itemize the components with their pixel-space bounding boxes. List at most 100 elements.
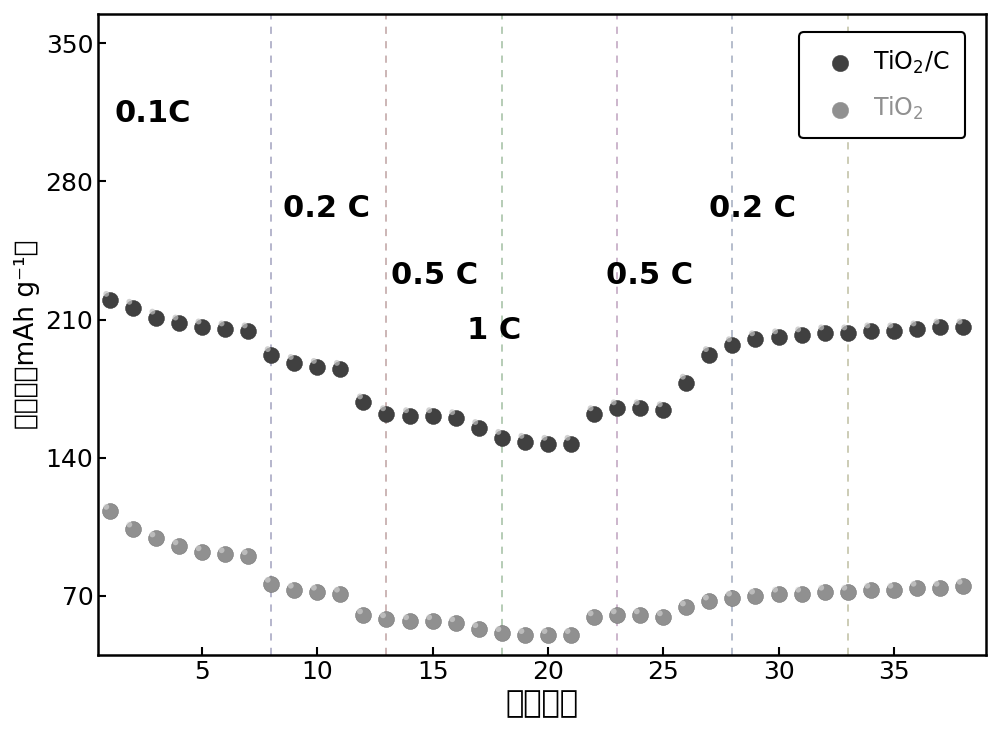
TiO$_2$/C — [125, 302, 141, 313]
Point — [98, 288, 114, 299]
TiO$_2$/C — [655, 404, 671, 416]
TiO$_2$/C — [840, 327, 856, 339]
TiO$_2$/C — [932, 321, 948, 333]
TiO$_2$/C — [771, 332, 787, 343]
Point — [467, 417, 483, 428]
TiO$_2$ — [586, 611, 602, 623]
Point — [859, 580, 875, 591]
Point — [329, 584, 345, 596]
Point — [121, 519, 137, 531]
TiO$_2$ — [817, 586, 833, 597]
Point — [421, 611, 437, 623]
TiO$_2$ — [425, 616, 441, 627]
TiO$_2$ — [701, 596, 717, 608]
TiO$_2$ — [309, 586, 325, 597]
Point — [214, 318, 230, 329]
Point — [237, 546, 253, 558]
TiO$_2$ — [125, 523, 141, 534]
TiO$_2$ — [332, 588, 348, 600]
Point — [652, 398, 668, 410]
Point — [421, 404, 437, 416]
TiO$_2$ — [747, 590, 763, 602]
Point — [882, 580, 898, 591]
Point — [836, 321, 852, 333]
Point — [167, 312, 183, 324]
Point — [929, 315, 945, 327]
TiO$_2$ — [955, 580, 971, 591]
Point — [306, 355, 322, 367]
TiO$_2$ — [771, 588, 787, 600]
TiO$_2$ — [263, 578, 279, 589]
TiO$_2$ — [286, 584, 302, 596]
TiO$_2$/C — [355, 397, 371, 408]
TiO$_2$ — [886, 584, 902, 596]
TiO$_2$/C — [563, 438, 579, 449]
Point — [490, 426, 506, 438]
TiO$_2$ — [355, 610, 371, 621]
Point — [306, 582, 322, 594]
Point — [952, 576, 968, 588]
Point — [929, 578, 945, 589]
TiO$_2$/C — [678, 377, 694, 389]
Point — [629, 605, 645, 617]
Point — [260, 343, 276, 355]
TiO$_2$/C — [240, 326, 256, 337]
TiO$_2$ — [402, 616, 418, 627]
TiO$_2$ — [932, 582, 948, 594]
Point — [352, 605, 368, 617]
TiO$_2$/C — [794, 329, 810, 341]
Point — [952, 315, 968, 327]
TiO$_2$/C — [102, 294, 118, 306]
Point — [767, 584, 783, 596]
Point — [398, 404, 414, 416]
Point — [513, 430, 529, 441]
Point — [144, 306, 160, 318]
TiO$_2$ — [632, 610, 648, 621]
TiO$_2$/C — [886, 326, 902, 337]
TiO$_2$/C — [724, 339, 740, 351]
Point — [767, 326, 783, 337]
TiO$_2$ — [724, 591, 740, 603]
Point — [444, 613, 460, 625]
Point — [859, 320, 875, 332]
Point — [606, 397, 622, 408]
TiO$_2$ — [517, 629, 533, 640]
Legend: TiO$_2$/C, TiO$_2$: TiO$_2$/C, TiO$_2$ — [799, 32, 965, 138]
TiO$_2$/C — [194, 321, 210, 333]
Point — [375, 403, 391, 414]
Point — [813, 321, 829, 333]
Point — [721, 588, 737, 600]
TiO$_2$/C — [863, 326, 879, 337]
TiO$_2$ — [840, 586, 856, 597]
Point — [467, 619, 483, 631]
Point — [375, 610, 391, 621]
TiO$_2$/C — [909, 324, 925, 335]
Point — [836, 582, 852, 594]
Point — [698, 591, 714, 603]
Point — [560, 432, 576, 444]
TiO$_2$ — [194, 546, 210, 558]
Point — [606, 605, 622, 617]
Point — [583, 403, 599, 414]
Text: 0.5 C: 0.5 C — [606, 261, 693, 290]
Point — [444, 406, 460, 418]
TiO$_2$/C — [332, 363, 348, 375]
Point — [790, 324, 806, 335]
TiO$_2$ — [171, 540, 187, 552]
Point — [490, 623, 506, 635]
TiO$_2$ — [217, 548, 233, 560]
TiO$_2$/C — [517, 436, 533, 447]
TiO$_2$/C — [701, 349, 717, 361]
Point — [744, 327, 760, 339]
Point — [237, 320, 253, 332]
TiO$_2$ — [563, 629, 579, 640]
Text: 0.1C: 0.1C — [114, 100, 191, 128]
TiO$_2$ — [540, 629, 556, 640]
Point — [191, 542, 207, 554]
TiO$_2$/C — [425, 410, 441, 422]
TiO$_2$/C — [402, 410, 418, 422]
Text: 0.2 C: 0.2 C — [709, 194, 796, 223]
TiO$_2$ — [863, 584, 879, 596]
TiO$_2$ — [240, 550, 256, 562]
Point — [214, 545, 230, 556]
